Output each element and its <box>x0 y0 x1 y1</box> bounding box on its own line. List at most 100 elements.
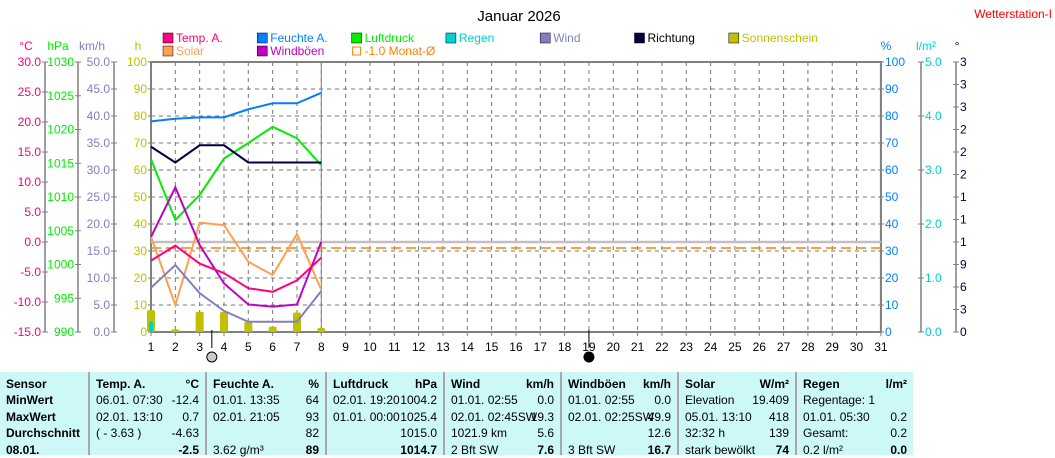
direction-tick-label: 2 <box>960 123 967 137</box>
humidity-tick-label: 70 <box>885 136 899 150</box>
table-row: 05.01. 13:10 418 <box>685 409 789 425</box>
table-column-7: Regen l/m² Regentage: 1 01.01. 05:30 0.2 Gesa… <box>795 372 913 458</box>
humidity-tick-label: 30 <box>885 244 899 258</box>
pressure-tick-label: 1005 <box>47 224 74 238</box>
cell-value: 74 <box>775 442 789 457</box>
cell-label: MaxWert <box>6 409 56 424</box>
sun-tick-label: 20 <box>134 271 148 285</box>
humidity-tick-label: 90 <box>885 82 899 96</box>
x-tick-label: 15 <box>485 340 499 354</box>
wind-tick-label: 25.0 <box>87 190 111 204</box>
humidity-tick-label: 0 <box>885 325 892 339</box>
temp-tick-label: 15.0 <box>18 145 42 159</box>
cell-value: 139 <box>768 426 789 440</box>
x-tick-label: 23 <box>680 340 694 354</box>
humidity-tick-label: 60 <box>885 163 899 177</box>
legend-swatch <box>634 32 645 44</box>
summary-table: Sensor MinWert MaxWert Durchschnitt 08.01. Te… <box>0 372 913 458</box>
table-row: 01.01. 13:35 64 <box>213 392 319 408</box>
x-tick-label: 28 <box>801 340 815 354</box>
series-luftdruck <box>150 125 323 222</box>
cell-value: 16.7 <box>647 442 671 457</box>
sun-unit-label: h <box>135 39 142 53</box>
sun-tick-label: 60 <box>134 163 148 177</box>
cell-label: 02.01. 02:45SW <box>451 409 538 424</box>
sun-tick-label: 90 <box>134 82 148 96</box>
cell-value: 0.2 <box>890 409 907 424</box>
temp-tick-label: 0.0 <box>24 235 41 249</box>
table-column-1: Temp. A. °C 06.01. 07:30 -12.4 02.01. 13:10 0… <box>88 372 205 457</box>
x-tick-label: 31 <box>874 340 888 354</box>
table-row: 1021.9 km 5.6 <box>451 425 554 441</box>
direction-tick-label: 1 <box>960 190 967 204</box>
cell-value: km/h <box>642 377 671 391</box>
cell-value: °C <box>185 377 199 391</box>
x-tick-label: 21 <box>631 340 645 354</box>
sun-tick-label: 10 <box>134 298 148 312</box>
cell-value: km/h <box>525 377 554 391</box>
wind-tick-label: 50.0 <box>87 55 111 69</box>
direction-tick-label: 2 <box>960 145 967 159</box>
table-row: 12.6 <box>568 425 671 441</box>
table-row: 02.01. 13:10 0.7 <box>96 409 199 425</box>
cell-label: Windböen <box>568 377 626 391</box>
legend-swatch <box>351 32 362 44</box>
cell-value: 19.409 <box>752 393 789 407</box>
table-row: 02.01. 21:05 93 <box>213 409 319 425</box>
wind-tick-label: 40.0 <box>87 109 111 123</box>
cell-label: 02.01. 13:10 <box>96 409 163 424</box>
cell-label: Luftdruck <box>333 377 389 391</box>
legend-label: Temp. A. <box>176 31 223 45</box>
cell-label: 02.01. 19:20 <box>333 393 400 407</box>
temp-tick-label: -10.0 <box>14 295 42 309</box>
rain-tick-label: 0.0 <box>925 325 942 339</box>
weather-chart: Januar 2026 Wetterstation-I Temp. A. Feucht… <box>14 7 1052 363</box>
cell-value: 0.0 <box>537 393 554 407</box>
series-temp-a <box>150 244 322 293</box>
legend-swatch <box>257 45 268 57</box>
table-row: Temp. A. °C <box>96 376 199 392</box>
table-row: 2 Bft SW 7.6 <box>451 442 554 458</box>
x-tick-label: 17 <box>534 340 548 354</box>
legend-label: Sonnenschein <box>742 31 818 45</box>
x-tick-label: 29 <box>826 340 840 354</box>
temp-tick-label: 25.0 <box>18 85 42 99</box>
direction-tick-label: 3 <box>960 78 967 92</box>
cell-value: 0.2 <box>890 426 907 440</box>
cell-value: 1004.2 <box>400 393 437 407</box>
x-tick-label: 24 <box>704 340 718 354</box>
cell-value: hPa <box>414 377 437 391</box>
cell-value: -4.63 <box>171 426 199 440</box>
sunshine-bar <box>268 326 277 332</box>
pressure-tick-label: 1020 <box>47 123 74 137</box>
cell-value: 0.7 <box>182 409 199 424</box>
table-row: 0.2 l/m² 0.0 <box>803 442 907 458</box>
cell-label: 01.01. 05:30 <box>803 409 870 424</box>
series-windböen <box>150 184 323 308</box>
sun-tick-label: 30 <box>134 244 148 258</box>
x-tick-label: 1 <box>148 340 155 354</box>
x-tick-label: 2 <box>172 340 179 354</box>
sun-tick-label: 50 <box>134 190 148 204</box>
cell-value: 1015.0 <box>400 426 437 440</box>
temp-tick-label: 20.0 <box>18 115 42 129</box>
table-row: Solar W/m² <box>685 376 789 392</box>
pressure-tick-label: 1030 <box>47 55 74 69</box>
x-tick-label: 27 <box>777 340 791 354</box>
pressure-tick-label: 1015 <box>47 156 74 170</box>
new-moon-icon <box>583 351 595 363</box>
cell-label: Sensor <box>6 377 47 391</box>
table-row: 02.01. 19:20 1004.2 <box>333 392 437 408</box>
cell-label: ( - 3.63 ) <box>96 426 142 440</box>
chart-title: Januar 2026 <box>477 8 560 25</box>
sun-tick-label: 0 <box>140 325 147 339</box>
table-row: 1014.7 <box>333 442 437 458</box>
wind-tick-label: 0.0 <box>93 325 110 339</box>
sun-tick-label: 100 <box>127 55 147 69</box>
cell-label: 0.2 l/m² <box>803 442 844 457</box>
wind-tick-label: 20.0 <box>87 217 111 231</box>
wind-tick-label: 5.0 <box>93 298 110 312</box>
cell-value: -2.5 <box>178 442 199 457</box>
table-row: ( - 3.63 ) -4.63 <box>96 425 199 441</box>
x-tick-label: 16 <box>509 340 523 354</box>
